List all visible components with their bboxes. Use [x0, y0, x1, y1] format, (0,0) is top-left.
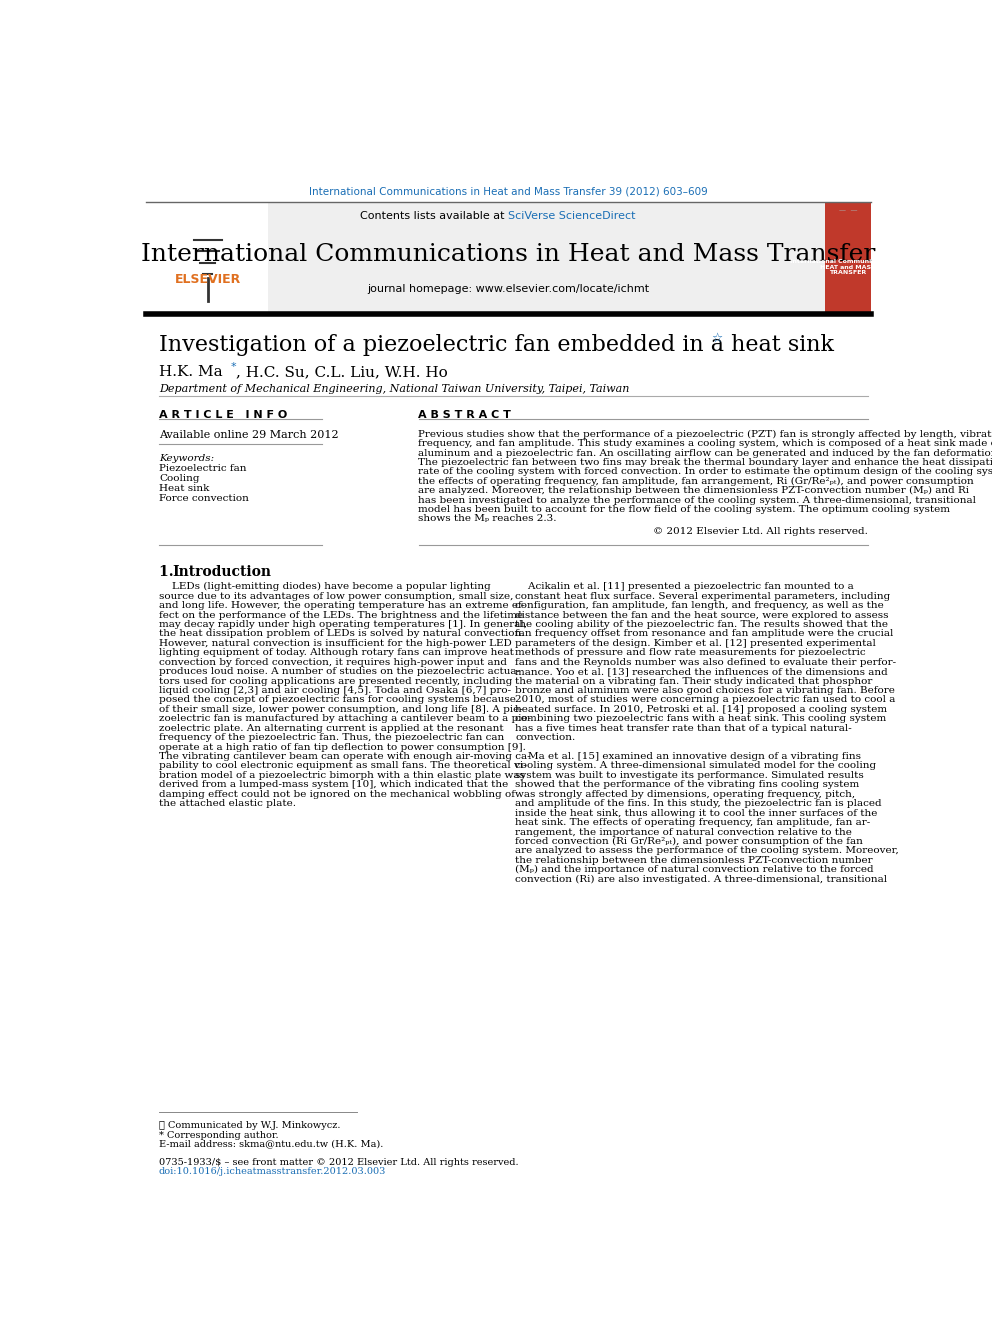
Text: the relationship between the dimensionless PZT-convection number: the relationship between the dimensionle…: [516, 856, 873, 865]
Text: LEDs (light-emitting diodes) have become a popular lighting: LEDs (light-emitting diodes) have become…: [159, 582, 491, 591]
Text: The vibrating cantilever beam can operate with enough air-moving ca-: The vibrating cantilever beam can operat…: [159, 751, 531, 761]
Text: H.K. Ma: H.K. Ma: [159, 365, 227, 380]
Text: the effects of operating frequency, fan amplitude, fan arrangement, Ri (Gr/Re²ₚₜ: the effects of operating frequency, fan …: [419, 476, 974, 486]
Text: Ma et al. [15] examined an innovative design of a vibrating fins: Ma et al. [15] examined an innovative de…: [516, 751, 861, 761]
Text: has a five times heat transfer rate than that of a typical natural-: has a five times heat transfer rate than…: [516, 724, 852, 733]
Text: Heat sink: Heat sink: [159, 484, 209, 492]
Text: © 2012 Elsevier Ltd. All rights reserved.: © 2012 Elsevier Ltd. All rights reserved…: [653, 527, 868, 536]
Text: International Communications in Heat and Mass Transfer 39 (2012) 603–609: International Communications in Heat and…: [310, 187, 707, 197]
Text: forced convection (Ri Gr/Re²ₚₜ), and power consumption of the fan: forced convection (Ri Gr/Re²ₚₜ), and pow…: [516, 837, 863, 847]
Text: of their small size, lower power consumption, and long life [8]. A pie-: of their small size, lower power consump…: [159, 705, 523, 714]
Text: system was built to investigate its performance. Simulated results: system was built to investigate its perf…: [516, 771, 864, 781]
Text: was strongly affected by dimensions, operating frequency, pitch,: was strongly affected by dimensions, ope…: [516, 790, 855, 799]
Text: Force convection: Force convection: [159, 493, 249, 503]
Text: the material on a vibrating fan. Their study indicated that phosphor: the material on a vibrating fan. Their s…: [516, 676, 873, 685]
Text: —  —: — —: [838, 208, 857, 213]
Text: and long life. However, the operating temperature has an extreme ef-: and long life. However, the operating te…: [159, 601, 525, 610]
Text: Introduction: Introduction: [172, 565, 271, 579]
Bar: [146, 204, 871, 312]
Text: A B S T R A C T: A B S T R A C T: [419, 410, 511, 419]
Text: Acikalin et al. [11] presented a piezoelectric fan mounted to a: Acikalin et al. [11] presented a piezoel…: [516, 582, 854, 591]
Text: ELSEVIER: ELSEVIER: [175, 273, 241, 286]
Text: Contents lists available at: Contents lists available at: [360, 212, 509, 221]
Text: configuration, fan amplitude, fan length, and frequency, as well as the: configuration, fan amplitude, fan length…: [516, 601, 884, 610]
Text: A R T I C L E   I N F O: A R T I C L E I N F O: [159, 410, 287, 419]
Text: convection.: convection.: [516, 733, 575, 742]
Text: Piezoelectric fan: Piezoelectric fan: [159, 463, 246, 472]
Text: , H.C. Su, C.L. Liu, W.H. Ho: , H.C. Su, C.L. Liu, W.H. Ho: [236, 365, 448, 380]
Text: tors used for cooling applications are presented recently, including: tors used for cooling applications are p…: [159, 676, 512, 685]
Text: frequency, and fan amplitude. This study examines a cooling system, which is com: frequency, and fan amplitude. This study…: [419, 439, 992, 448]
Text: has been investigated to analyze the performance of the cooling system. A three-: has been investigated to analyze the per…: [419, 496, 976, 504]
Text: * Corresponding author.: * Corresponding author.: [159, 1130, 279, 1139]
Text: derived from a lumped-mass system [10], which indicated that the: derived from a lumped-mass system [10], …: [159, 781, 508, 790]
Text: are analyzed. Moreover, the relationship between the dimensionless PZT-convectio: are analyzed. Moreover, the relationship…: [419, 486, 969, 495]
Text: constant heat flux surface. Several experimental parameters, including: constant heat flux surface. Several expe…: [516, 591, 891, 601]
Text: may decay rapidly under high operating temperatures [1]. In general,: may decay rapidly under high operating t…: [159, 620, 527, 628]
Text: mance. Yoo et al. [13] researched the influences of the dimensions and: mance. Yoo et al. [13] researched the in…: [516, 667, 888, 676]
Text: Previous studies show that the performance of a piezoelectric (PZT) fan is stron: Previous studies show that the performan…: [419, 430, 992, 439]
Text: the attached elastic plate.: the attached elastic plate.: [159, 799, 296, 808]
Text: doi:10.1016/j.icheatmasstransfer.2012.03.003: doi:10.1016/j.icheatmasstransfer.2012.03…: [159, 1167, 386, 1176]
Text: source due to its advantages of low power consumption, small size,: source due to its advantages of low powe…: [159, 591, 513, 601]
Text: liquid cooling [2,3] and air cooling [4,5]. Toda and Osaka [6,7] pro-: liquid cooling [2,3] and air cooling [4,…: [159, 687, 511, 695]
Text: the heat dissipation problem of LEDs is solved by natural convection.: the heat dissipation problem of LEDs is …: [159, 630, 525, 639]
Bar: [146, 204, 268, 312]
Text: rate of the cooling system with forced convection. In order to estimate the opti: rate of the cooling system with forced c…: [419, 467, 992, 476]
Text: ☆: ☆: [711, 332, 723, 345]
Text: Cooling: Cooling: [159, 474, 199, 483]
Text: showed that the performance of the vibrating fins cooling system: showed that the performance of the vibra…: [516, 781, 860, 790]
Text: are analyzed to assess the performance of the cooling system. Moreover,: are analyzed to assess the performance o…: [516, 847, 899, 856]
Text: cooling system. A three-dimensional simulated model for the cooling: cooling system. A three-dimensional simu…: [516, 762, 877, 770]
Text: Department of Mechanical Engineering, National Taiwan University, Taipei, Taiwan: Department of Mechanical Engineering, Na…: [159, 384, 629, 394]
Text: *: *: [231, 363, 236, 372]
Text: posed the concept of piezoelectric fans for cooling systems because: posed the concept of piezoelectric fans …: [159, 696, 516, 704]
Text: 2010, most of studies were concerning a piezoelectric fan used to cool a: 2010, most of studies were concerning a …: [516, 696, 896, 704]
Text: E-mail address: skma@ntu.edu.tw (H.K. Ma).: E-mail address: skma@ntu.edu.tw (H.K. Ma…: [159, 1139, 383, 1148]
Text: (Mₚ) and the importance of natural convection relative to the forced: (Mₚ) and the importance of natural conve…: [516, 865, 874, 875]
Text: 1.: 1.: [159, 565, 179, 579]
Text: combining two piezoelectric fans with a heat sink. This cooling system: combining two piezoelectric fans with a …: [516, 714, 887, 724]
Text: 0735-1933/$ – see front matter © 2012 Elsevier Ltd. All rights reserved.: 0735-1933/$ – see front matter © 2012 El…: [159, 1158, 519, 1167]
Text: and amplitude of the fins. In this study, the piezoelectric fan is placed: and amplitude of the fins. In this study…: [516, 799, 882, 808]
Text: distance between the fan and the heat source, were explored to assess: distance between the fan and the heat so…: [516, 610, 889, 619]
Text: damping effect could not be ignored on the mechanical wobbling of: damping effect could not be ignored on t…: [159, 790, 515, 799]
Text: zoelectric fan is manufactured by attaching a cantilever beam to a pie-: zoelectric fan is manufactured by attach…: [159, 714, 531, 724]
Text: heated surface. In 2010, Petroski et al. [14] proposed a cooling system: heated surface. In 2010, Petroski et al.…: [516, 705, 888, 714]
Text: International Communications in Heat and Mass Transfer: International Communications in Heat and…: [141, 243, 876, 266]
Text: bration model of a piezoelectric bimorph with a thin elastic plate was: bration model of a piezoelectric bimorph…: [159, 771, 525, 781]
Text: International Communications in
HEAT and MASS
TRANSFER: International Communications in HEAT and…: [790, 259, 906, 275]
Text: convection by forced convection, it requires high-power input and: convection by forced convection, it requ…: [159, 658, 507, 667]
Text: inside the heat sink, thus allowing it to cool the inner surfaces of the: inside the heat sink, thus allowing it t…: [516, 808, 878, 818]
Text: Keywords:: Keywords:: [159, 454, 214, 463]
Text: convection (Ri) are also investigated. A three-dimensional, transitional: convection (Ri) are also investigated. A…: [516, 875, 888, 884]
Text: the cooling ability of the piezoelectric fan. The results showed that the: the cooling ability of the piezoelectric…: [516, 620, 889, 628]
Text: frequency of the piezoelectric fan. Thus, the piezoelectric fan can: frequency of the piezoelectric fan. Thus…: [159, 733, 504, 742]
Text: Available online 29 March 2012: Available online 29 March 2012: [159, 430, 338, 439]
Text: parameters of the design. Kimber et al. [12] presented experimental: parameters of the design. Kimber et al. …: [516, 639, 876, 648]
Bar: [825, 204, 871, 312]
Text: SciVerse ScienceDirect: SciVerse ScienceDirect: [509, 212, 636, 221]
Text: methods of pressure and flow rate measurements for piezoelectric: methods of pressure and flow rate measur…: [516, 648, 866, 658]
Text: fans and the Reynolds number was also defined to evaluate their perfor-: fans and the Reynolds number was also de…: [516, 658, 897, 667]
Text: The piezoelectric fan between two fins may break the thermal boundary layer and : The piezoelectric fan between two fins m…: [419, 458, 992, 467]
Text: produces loud noise. A number of studies on the piezoelectric actua-: produces loud noise. A number of studies…: [159, 667, 520, 676]
Text: Investigation of a piezoelectric fan embedded in a heat sink: Investigation of a piezoelectric fan emb…: [159, 335, 834, 356]
Text: rangement, the importance of natural convection relative to the: rangement, the importance of natural con…: [516, 827, 852, 836]
Text: bronze and aluminum were also good choices for a vibrating fan. Before: bronze and aluminum were also good choic…: [516, 687, 895, 695]
Text: aluminum and a piezoelectric fan. An oscillating airflow can be generated and in: aluminum and a piezoelectric fan. An osc…: [419, 448, 992, 458]
Text: model has been built to account for the flow field of the cooling system. The op: model has been built to account for the …: [419, 505, 950, 513]
Text: heat sink. The effects of operating frequency, fan amplitude, fan ar-: heat sink. The effects of operating freq…: [516, 818, 871, 827]
Text: However, natural convection is insufficient for the high-power LED: However, natural convection is insuffici…: [159, 639, 512, 648]
Text: pability to cool electronic equipment as small fans. The theoretical vi-: pability to cool electronic equipment as…: [159, 762, 527, 770]
Text: fect on the performance of the LEDs. The brightness and the lifetime: fect on the performance of the LEDs. The…: [159, 610, 523, 619]
Text: shows the Mₚ reaches 2.3.: shows the Mₚ reaches 2.3.: [419, 515, 557, 524]
Text: lighting equipment of today. Although rotary fans can improve heat: lighting equipment of today. Although ro…: [159, 648, 514, 658]
Text: zoelectric plate. An alternating current is applied at the resonant: zoelectric plate. An alternating current…: [159, 724, 504, 733]
Text: ☆ Communicated by W.J. Minkowycz.: ☆ Communicated by W.J. Minkowycz.: [159, 1122, 340, 1130]
Text: operate at a high ratio of fan tip deflection to power consumption [9].: operate at a high ratio of fan tip defle…: [159, 742, 526, 751]
Text: journal homepage: www.elsevier.com/locate/ichmt: journal homepage: www.elsevier.com/locat…: [367, 283, 650, 294]
Text: fan frequency offset from resonance and fan amplitude were the crucial: fan frequency offset from resonance and …: [516, 630, 894, 639]
